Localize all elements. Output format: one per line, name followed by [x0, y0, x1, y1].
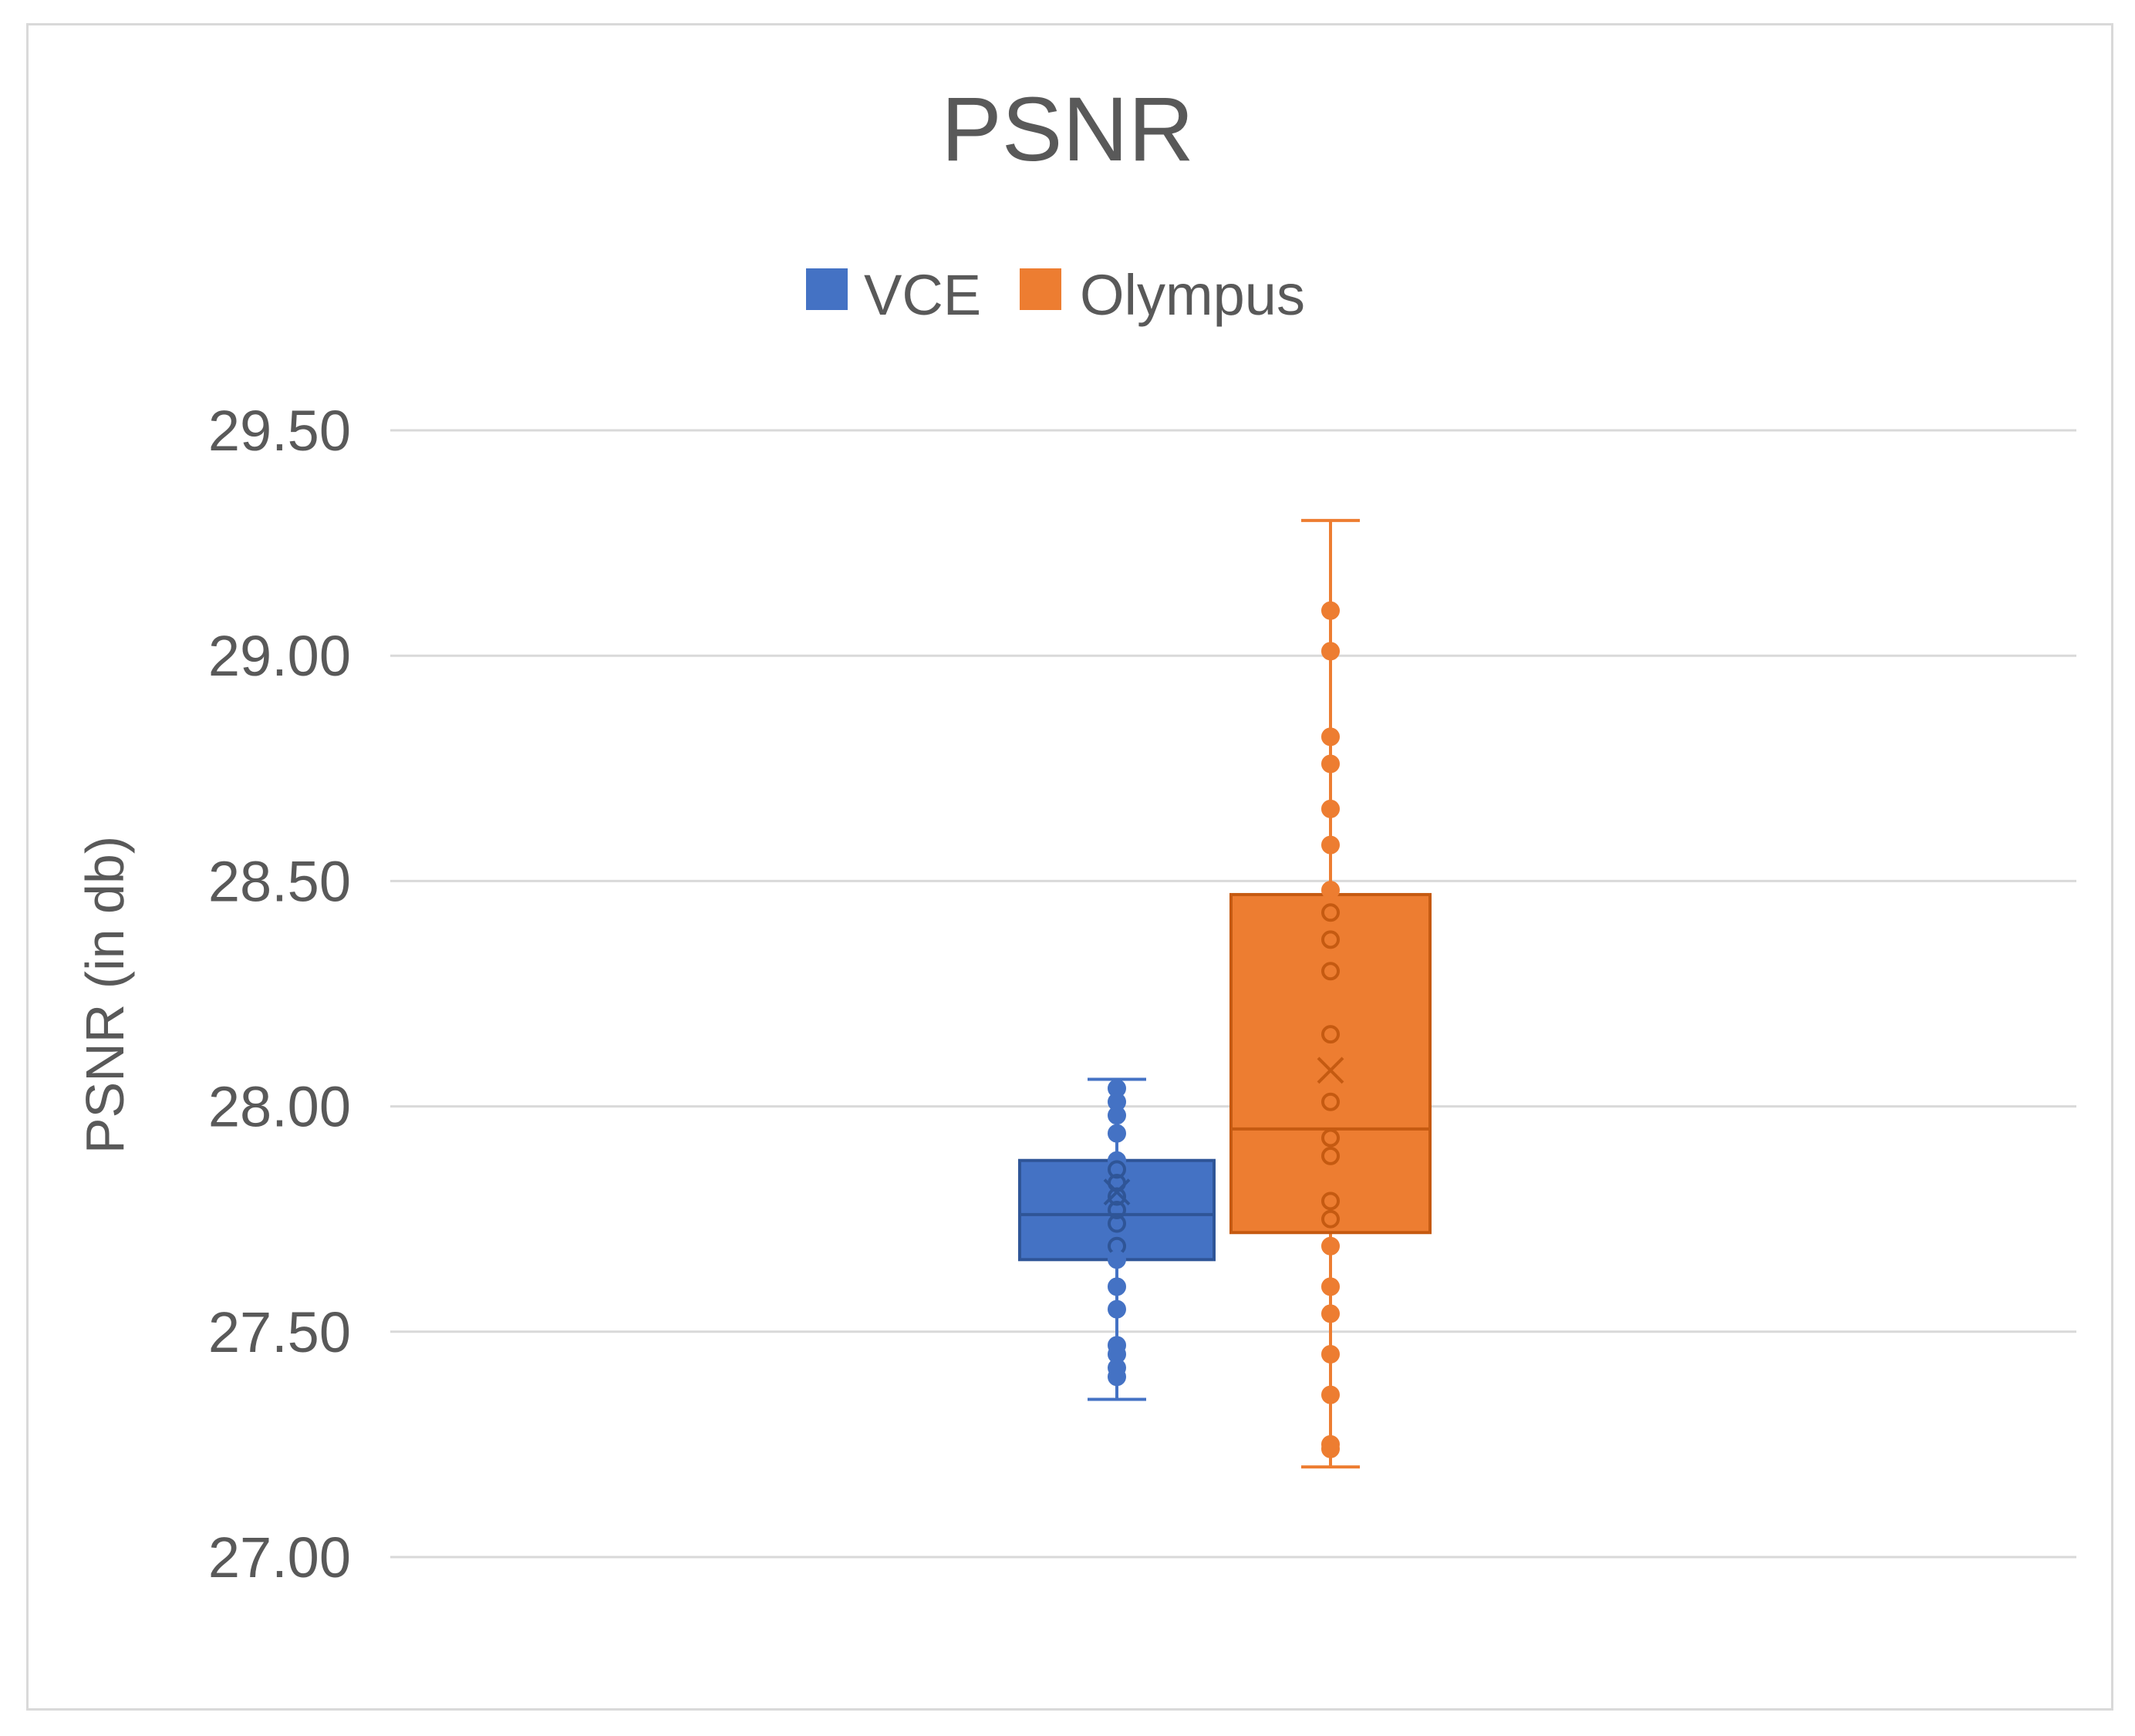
- points-olympus: [1321, 601, 1340, 1458]
- data-point: [1321, 601, 1340, 620]
- box-iqr: [1229, 892, 1432, 1235]
- legend: VCE Olympus: [806, 263, 1305, 327]
- data-point: [1321, 962, 1340, 981]
- data-point: [1108, 1250, 1126, 1269]
- y-tick-label: 29.50: [208, 399, 351, 463]
- box-plots: [1018, 518, 1432, 1469]
- legend-label-olympus: Olympus: [1080, 263, 1305, 327]
- data-point: [1321, 930, 1340, 949]
- data-point: [1321, 1146, 1340, 1165]
- data-point: [1321, 881, 1340, 900]
- legend-swatch-olympus: [1020, 268, 1061, 310]
- data-point: [1321, 1025, 1340, 1044]
- data-point: [1321, 754, 1340, 774]
- data-point: [1321, 1092, 1340, 1111]
- data-point: [1321, 903, 1340, 922]
- data-point: [1321, 1385, 1340, 1404]
- chart-title: PSNR: [941, 79, 1194, 180]
- mean-marker: [1317, 1057, 1344, 1084]
- data-point: [1321, 1345, 1340, 1364]
- box-vce: [1018, 1077, 1216, 1401]
- data-point: [1321, 1209, 1340, 1229]
- y-tick-label: 27.00: [208, 1525, 351, 1589]
- data-point: [1108, 1367, 1126, 1387]
- data-point: [1108, 1106, 1126, 1125]
- data-point: [1321, 1128, 1340, 1148]
- data-point: [1321, 835, 1340, 855]
- y-tick-label: 28.50: [208, 849, 351, 913]
- y-tick-label: 28.00: [208, 1075, 351, 1139]
- data-point: [1321, 799, 1340, 818]
- data-point: [1108, 1201, 1126, 1220]
- data-point: [1321, 1236, 1340, 1256]
- data-point: [1321, 1192, 1340, 1211]
- data-point: [1108, 1299, 1126, 1319]
- legend-swatch-vce: [806, 268, 848, 310]
- data-point: [1108, 1214, 1126, 1233]
- gridlines: [390, 429, 2076, 1559]
- data-point: [1108, 1160, 1126, 1179]
- legend-label-vce: VCE: [864, 263, 981, 327]
- box-olympus: [1229, 518, 1432, 1469]
- y-axis-ticks: 29.50 29.00 28.50 28.00 27.50 27.00: [208, 399, 351, 1589]
- chart-frame: [26, 23, 2113, 1711]
- y-tick-label: 27.50: [208, 1300, 351, 1364]
- data-point: [1108, 1187, 1126, 1206]
- points-vce: [1108, 1079, 1126, 1387]
- data-point: [1321, 727, 1340, 747]
- y-axis-label: PSNR (in db): [75, 836, 135, 1154]
- data-point: [1321, 1277, 1340, 1296]
- data-point: [1321, 1439, 1340, 1458]
- data-point: [1321, 1304, 1340, 1323]
- y-tick-label: 29.00: [208, 624, 351, 688]
- data-point: [1321, 642, 1340, 661]
- data-point: [1108, 1277, 1126, 1296]
- data-point: [1108, 1124, 1126, 1143]
- mean-marker: [1103, 1178, 1131, 1206]
